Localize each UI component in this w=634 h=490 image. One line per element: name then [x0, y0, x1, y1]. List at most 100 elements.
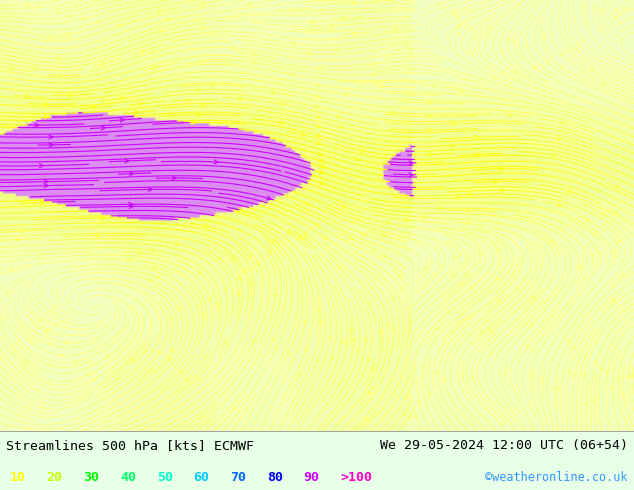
- FancyArrowPatch shape: [585, 22, 589, 26]
- FancyArrowPatch shape: [106, 354, 110, 358]
- FancyArrowPatch shape: [595, 361, 598, 365]
- FancyArrowPatch shape: [273, 239, 277, 243]
- FancyArrowPatch shape: [366, 417, 370, 421]
- FancyArrowPatch shape: [409, 161, 413, 165]
- FancyArrowPatch shape: [394, 28, 399, 32]
- FancyArrowPatch shape: [129, 202, 133, 206]
- FancyArrowPatch shape: [39, 200, 44, 204]
- FancyArrowPatch shape: [460, 374, 464, 379]
- FancyArrowPatch shape: [10, 270, 15, 273]
- FancyArrowPatch shape: [92, 106, 96, 110]
- FancyArrowPatch shape: [155, 275, 160, 278]
- FancyArrowPatch shape: [344, 92, 348, 96]
- FancyArrowPatch shape: [191, 121, 196, 124]
- FancyArrowPatch shape: [18, 415, 23, 418]
- FancyArrowPatch shape: [602, 212, 606, 216]
- FancyArrowPatch shape: [557, 203, 562, 206]
- FancyArrowPatch shape: [318, 152, 322, 156]
- FancyArrowPatch shape: [169, 317, 173, 321]
- FancyArrowPatch shape: [271, 90, 275, 94]
- FancyArrowPatch shape: [288, 351, 291, 356]
- FancyArrowPatch shape: [606, 370, 610, 374]
- FancyArrowPatch shape: [557, 137, 561, 141]
- FancyArrowPatch shape: [148, 278, 152, 281]
- FancyArrowPatch shape: [167, 18, 171, 22]
- FancyArrowPatch shape: [461, 88, 465, 92]
- FancyArrowPatch shape: [127, 258, 131, 262]
- FancyArrowPatch shape: [613, 210, 618, 214]
- FancyArrowPatch shape: [249, 2, 253, 6]
- FancyArrowPatch shape: [129, 204, 133, 208]
- FancyArrowPatch shape: [320, 164, 325, 168]
- Text: 20: 20: [46, 470, 62, 484]
- FancyArrowPatch shape: [267, 196, 271, 200]
- FancyArrowPatch shape: [223, 287, 228, 291]
- FancyArrowPatch shape: [132, 357, 136, 361]
- FancyArrowPatch shape: [600, 367, 604, 371]
- FancyArrowPatch shape: [458, 21, 462, 25]
- FancyArrowPatch shape: [367, 302, 371, 306]
- FancyArrowPatch shape: [49, 135, 53, 139]
- FancyArrowPatch shape: [559, 52, 563, 56]
- FancyArrowPatch shape: [484, 319, 489, 323]
- FancyArrowPatch shape: [555, 388, 559, 392]
- FancyArrowPatch shape: [201, 60, 205, 64]
- FancyArrowPatch shape: [316, 83, 320, 87]
- FancyArrowPatch shape: [406, 394, 410, 398]
- FancyArrowPatch shape: [179, 369, 184, 373]
- FancyArrowPatch shape: [153, 266, 157, 269]
- FancyArrowPatch shape: [267, 249, 271, 253]
- FancyArrowPatch shape: [623, 308, 626, 312]
- FancyArrowPatch shape: [200, 414, 204, 417]
- FancyArrowPatch shape: [466, 208, 470, 212]
- FancyArrowPatch shape: [307, 52, 311, 56]
- FancyArrowPatch shape: [60, 354, 65, 358]
- FancyArrowPatch shape: [568, 339, 572, 343]
- FancyArrowPatch shape: [615, 185, 619, 188]
- FancyArrowPatch shape: [316, 133, 320, 137]
- FancyArrowPatch shape: [391, 297, 395, 301]
- FancyArrowPatch shape: [404, 218, 409, 222]
- FancyArrowPatch shape: [495, 180, 498, 184]
- FancyArrowPatch shape: [452, 122, 456, 126]
- FancyArrowPatch shape: [367, 358, 371, 362]
- FancyArrowPatch shape: [249, 282, 253, 286]
- FancyArrowPatch shape: [175, 242, 179, 245]
- FancyArrowPatch shape: [304, 320, 308, 324]
- FancyArrowPatch shape: [501, 70, 506, 73]
- FancyArrowPatch shape: [527, 344, 531, 348]
- FancyArrowPatch shape: [467, 316, 472, 320]
- FancyArrowPatch shape: [26, 407, 30, 411]
- Text: Streamlines 500 hPa [kts] ECMWF: Streamlines 500 hPa [kts] ECMWF: [6, 440, 254, 452]
- FancyArrowPatch shape: [34, 66, 37, 70]
- FancyArrowPatch shape: [44, 331, 49, 335]
- FancyArrowPatch shape: [195, 305, 198, 309]
- FancyArrowPatch shape: [49, 343, 53, 347]
- FancyArrowPatch shape: [409, 173, 413, 177]
- FancyArrowPatch shape: [468, 255, 472, 260]
- FancyArrowPatch shape: [442, 264, 446, 269]
- FancyArrowPatch shape: [584, 354, 588, 359]
- FancyArrowPatch shape: [330, 24, 333, 28]
- FancyArrowPatch shape: [490, 351, 494, 355]
- FancyArrowPatch shape: [319, 158, 323, 162]
- FancyArrowPatch shape: [315, 94, 320, 98]
- FancyArrowPatch shape: [512, 271, 515, 276]
- FancyArrowPatch shape: [622, 272, 626, 276]
- FancyArrowPatch shape: [567, 47, 572, 51]
- FancyArrowPatch shape: [318, 67, 323, 71]
- FancyArrowPatch shape: [35, 123, 39, 127]
- FancyArrowPatch shape: [583, 276, 587, 280]
- FancyArrowPatch shape: [197, 88, 200, 92]
- FancyArrowPatch shape: [24, 361, 29, 365]
- FancyArrowPatch shape: [26, 427, 30, 430]
- FancyArrowPatch shape: [353, 1, 356, 5]
- FancyArrowPatch shape: [207, 419, 211, 423]
- FancyArrowPatch shape: [158, 9, 162, 13]
- FancyArrowPatch shape: [39, 164, 43, 168]
- FancyArrowPatch shape: [44, 115, 48, 119]
- FancyArrowPatch shape: [281, 102, 285, 106]
- FancyArrowPatch shape: [417, 399, 421, 404]
- Text: 10: 10: [10, 470, 25, 484]
- FancyArrowPatch shape: [503, 371, 507, 376]
